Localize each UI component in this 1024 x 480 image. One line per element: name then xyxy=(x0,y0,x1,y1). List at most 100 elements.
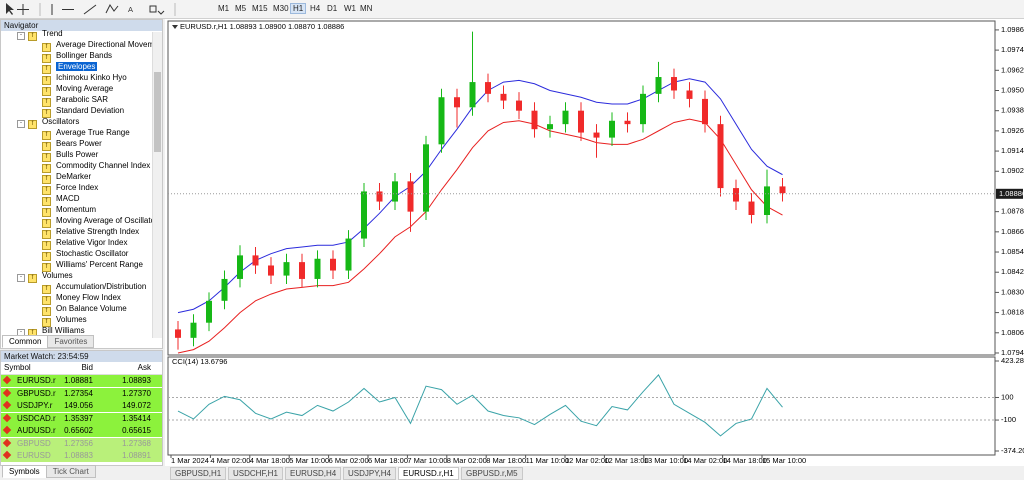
tree-item[interactable]: f DeMarker xyxy=(42,171,92,184)
item-label: Relative Vigor Index xyxy=(56,238,128,247)
expand-icon: - xyxy=(17,120,25,128)
tree-item[interactable]: f Bollinger Bands xyxy=(42,50,112,63)
tree-item[interactable]: f MACD xyxy=(42,193,80,206)
timeframe-button[interactable]: M1 xyxy=(218,4,230,13)
market-row[interactable]: EURUSD 1.08883 1.08891 xyxy=(1,450,162,463)
candle-body xyxy=(392,181,398,202)
candle-body xyxy=(361,191,367,239)
tree-item[interactable]: f Relative Strength Index xyxy=(42,226,140,239)
tree-group[interactable]: - f Oscillators xyxy=(17,116,79,129)
market-cell: AUDUSD.r xyxy=(17,426,56,435)
candle-body xyxy=(469,82,476,108)
tree-item[interactable]: f Moving Average of Oscillator xyxy=(42,215,158,228)
item-label: Average True Range xyxy=(56,128,130,137)
candle-body xyxy=(624,120,631,125)
tree-item[interactable]: f Parabolic SAR xyxy=(42,94,108,107)
item-label: MACD xyxy=(56,194,80,203)
indicator-icon: f xyxy=(42,98,51,107)
folder-icon: f xyxy=(28,32,37,41)
item-label: Momentum xyxy=(56,205,97,214)
tree-item[interactable]: f Accumulation/Distribution xyxy=(42,281,146,294)
symbol-arrow xyxy=(2,438,12,447)
scrollbar[interactable] xyxy=(152,32,162,338)
x-tick-label: 12 Mar 02:00 xyxy=(565,456,609,465)
chart-tab[interactable]: GBPUSD,H1 xyxy=(170,467,227,480)
timeframe-button[interactable]: M30 xyxy=(273,4,289,13)
timeframe-button[interactable]: H4 xyxy=(310,4,321,13)
cci-pane-frame xyxy=(167,356,996,456)
navigator-tabs: Common Favorites xyxy=(2,335,95,348)
market-cell: 1.35414 xyxy=(122,413,151,423)
x-tick-label: 4 Mar 02:00 xyxy=(210,456,250,465)
candle-body xyxy=(764,186,770,216)
market-cell: EURUSD xyxy=(17,451,51,460)
tree-item[interactable]: f Momentum xyxy=(42,204,97,217)
market-tab[interactable]: Symbols xyxy=(2,465,47,478)
chart-tab[interactable]: USDCHF,H1 xyxy=(228,467,283,480)
group-label: Trend xyxy=(42,29,63,38)
candle-body xyxy=(531,110,538,130)
tree-item[interactable]: f Stochastic Oscillator xyxy=(42,248,129,261)
item-label: Bulls Power xyxy=(56,150,99,159)
market-cell: USDCAD.r xyxy=(17,413,56,423)
cci-line xyxy=(177,374,783,437)
market-row[interactable]: USDCAD.r 1.35397 1.35414 xyxy=(1,412,162,426)
market-row[interactable]: GBPUSD 1.27356 1.27368 xyxy=(1,437,162,451)
timeframe-button[interactable]: H1 xyxy=(289,3,307,14)
tree-item[interactable]: f Ichimoku Kinko Hyo xyxy=(42,72,127,85)
chart-tabs: GBPUSD,H1 USDCHF,H1 EURUSD,H4 USDJPY,H4 EURU… xyxy=(165,467,1024,480)
tree-item[interactable]: f Bulls Power xyxy=(42,149,99,162)
indicator-icon: f xyxy=(42,186,51,195)
chart-tab[interactable]: EURUSD,H4 xyxy=(285,467,342,480)
y-tick-label: 1.08300 xyxy=(1001,287,1024,296)
tree-item[interactable]: f Average Directional Movemen xyxy=(42,39,162,52)
y-tick-label: 1.09380 xyxy=(1001,106,1024,115)
tree-group[interactable]: - f Volumes xyxy=(17,270,73,283)
tree-item[interactable]: f Standard Deviation xyxy=(42,105,124,118)
market-row[interactable]: USDJPY.r 149.056 149.072 xyxy=(1,400,162,413)
navigator-tab[interactable]: Favorites xyxy=(47,335,95,348)
chart-group: EURUSD.r,H1 1.08893 1.08900 1.08870 1.08… xyxy=(165,19,1024,466)
market-row[interactable]: GBPUSD.r 1.27354 1.27370 xyxy=(1,387,162,401)
x-tick-label: 13 Mar 10:00 xyxy=(644,456,688,465)
tree-item[interactable]: f Volumes xyxy=(42,314,87,327)
chart-tab[interactable]: GBPUSD.r,M5 xyxy=(461,467,523,480)
tree-group[interactable]: - f Trend xyxy=(17,28,63,41)
timeframe-button[interactable]: M15 xyxy=(252,4,268,13)
tree-item[interactable]: f Average True Range xyxy=(42,127,130,140)
navigator-tab[interactable]: Common xyxy=(2,335,49,348)
candle-body xyxy=(283,262,290,276)
chart-tab[interactable]: USDJPY,H4 xyxy=(343,467,396,480)
tree-item[interactable]: f Commodity Channel Index xyxy=(42,160,150,173)
y-tick-label: 1.07940 xyxy=(1001,348,1024,357)
navigator-panel: Navigator - f Trend f Average Directional Mo… xyxy=(0,19,163,349)
tree-item[interactable]: f Relative Vigor Index xyxy=(42,237,128,250)
column-header: Bid xyxy=(81,363,93,372)
market-row[interactable]: AUDUSD.r 0.65602 0.65615 xyxy=(1,425,162,438)
tree-item[interactable]: f On Balance Volume xyxy=(42,303,127,316)
market-watch-tabs: Symbols Tick Chart xyxy=(2,465,96,478)
timeframe-button[interactable]: MN xyxy=(360,4,373,13)
tree-item[interactable]: f Moving Average xyxy=(42,83,113,96)
item-label: Relative Strength Index xyxy=(56,227,140,236)
market-tab[interactable]: Tick Chart xyxy=(45,465,96,478)
timeframe-button[interactable]: W1 xyxy=(344,4,356,13)
tree-item[interactable]: f Envelopes xyxy=(42,61,98,74)
tree-item[interactable]: f Money Flow Index xyxy=(42,292,121,305)
timeframe-button[interactable]: D1 xyxy=(327,4,338,13)
tree-item[interactable]: f Williams' Percent Range xyxy=(42,259,143,272)
tree-item[interactable]: f Force Index xyxy=(42,182,98,195)
item-label: DeMarker xyxy=(56,172,92,181)
timeframe-button[interactable]: M5 xyxy=(235,4,247,13)
chart-tab[interactable]: EURUSD.r,H1 xyxy=(398,467,459,480)
item-label: Stochastic Oscillator xyxy=(56,249,129,258)
indicator-icon: f xyxy=(42,230,51,239)
market-watch-title: Market Watch: 23:54:59 xyxy=(1,351,162,362)
y-tick-label: 1.08660 xyxy=(1001,227,1024,236)
scroll-thumb[interactable] xyxy=(154,72,161,152)
chart-header: EURUSD.r,H1 1.08893 1.08900 1.08870 1.08… xyxy=(180,22,344,31)
y-tick-label: 100 xyxy=(1001,392,1014,401)
tree-item[interactable]: f Bears Power xyxy=(42,138,102,151)
candle-body xyxy=(221,278,228,301)
market-row[interactable]: EURUSD.r 1.08881 1.08893 xyxy=(1,375,162,388)
